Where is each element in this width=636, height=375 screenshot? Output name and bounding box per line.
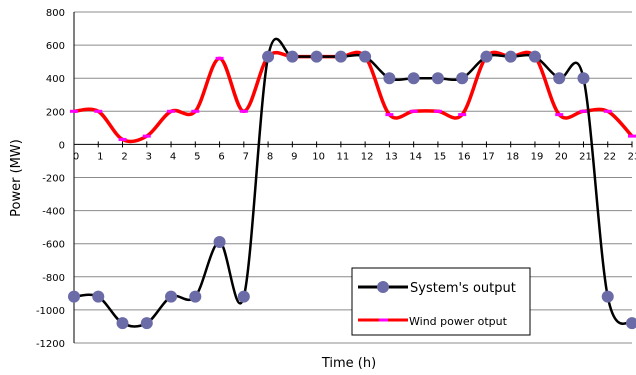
x-tick-label: 23 <box>628 151 636 162</box>
x-tick-label: 5 <box>194 151 200 162</box>
x-tick-label: 17 <box>482 151 495 162</box>
system-output-point <box>528 50 541 63</box>
system-output-point <box>626 317 636 330</box>
wind-power-line <box>73 50 634 144</box>
system-output-point <box>262 50 275 63</box>
x-tick-label: 12 <box>361 151 374 162</box>
system-output-point <box>383 72 396 85</box>
system-output-point <box>480 50 493 63</box>
x-tick-label: 14 <box>409 151 422 162</box>
x-tick-label: 15 <box>434 151 447 162</box>
y-tick-labels: 800 600 400 200 0 -200 -400 -600 -800 -1000 -1200 <box>36 8 65 350</box>
y-tick-label: -800 <box>42 273 65 284</box>
x-tick-label: 10 <box>312 151 325 162</box>
system-output-point <box>189 290 202 303</box>
legend: System's output Wind power otput <box>351 267 531 336</box>
legend-box <box>351 267 531 336</box>
axes <box>73 12 633 343</box>
x-tick-label: 4 <box>170 151 176 162</box>
system-output-point <box>213 236 226 249</box>
legend-label-system: System's output <box>410 281 516 296</box>
x-tick-label: 20 <box>555 151 568 162</box>
y-tick-label: -600 <box>42 240 65 251</box>
system-output-point <box>431 72 444 85</box>
x-tick-label: 7 <box>243 151 249 162</box>
x-tick-label: 19 <box>531 151 544 162</box>
x-tick-label: 16 <box>458 151 471 162</box>
system-output-point <box>310 50 323 63</box>
series-layer <box>68 37 636 330</box>
system-output-point <box>504 50 517 63</box>
y-tick-label: -400 <box>42 207 65 218</box>
x-tick-label: 1 <box>97 151 103 162</box>
system-output-point <box>165 290 178 303</box>
x-tick-label: 18 <box>506 151 519 162</box>
x-tick-label: 6 <box>218 151 224 162</box>
legend-label-wind: Wind power otput <box>409 315 508 328</box>
system-output-point <box>68 290 80 303</box>
system-output-point <box>140 317 153 330</box>
system-output-point <box>577 72 590 85</box>
x-tick-label: 9 <box>291 151 297 162</box>
x-tick-label: 0 <box>73 151 79 162</box>
y-tick-label: -1000 <box>36 306 65 317</box>
y-tick-label: -1200 <box>36 339 65 350</box>
x-tick-labels: 01234567891011121314151617181920212223 <box>73 151 636 162</box>
y-tick-label: -200 <box>42 174 65 185</box>
system-output-point <box>553 72 566 85</box>
legend-marker-system <box>377 281 389 293</box>
x-tick-label: 2 <box>121 151 127 162</box>
system-output-point <box>237 290 250 303</box>
y-axis-title: Power (MW) <box>9 139 24 217</box>
x-axis-title: Time (h) <box>321 356 376 371</box>
system-output-point <box>92 290 105 303</box>
y-tick-label: 800 <box>46 8 65 19</box>
system-output-point <box>407 72 420 85</box>
x-tick-label: 13 <box>385 151 398 162</box>
x-tick-label: 11 <box>337 151 350 162</box>
system-output-point <box>601 290 614 303</box>
system-output-point <box>359 50 372 63</box>
y-tick-label: 0 <box>59 140 65 151</box>
y-tick-label: 600 <box>46 41 65 52</box>
system-output-point <box>116 317 129 330</box>
y-tick-label: 200 <box>46 107 65 118</box>
system-output-point <box>286 50 299 63</box>
x-tick-label: 3 <box>146 151 152 162</box>
system-output-point <box>456 72 469 85</box>
y-tick-label: 400 <box>46 74 65 85</box>
x-tick-label: 22 <box>603 151 616 162</box>
x-tick-label: 8 <box>267 151 273 162</box>
system-output-point <box>334 50 347 63</box>
x-tick-label: 21 <box>579 151 592 162</box>
